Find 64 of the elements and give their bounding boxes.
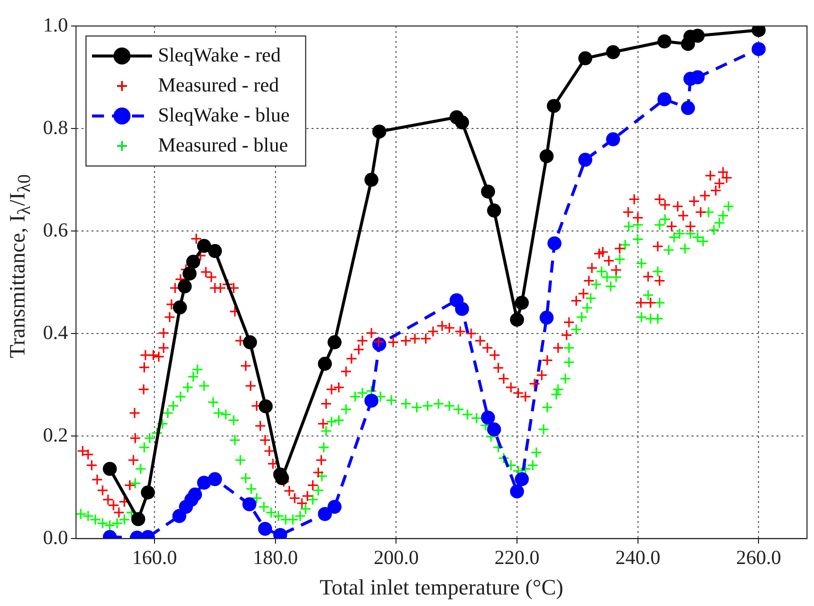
point [182,266,197,281]
point [197,476,212,490]
point [540,310,554,325]
point [510,312,524,327]
point [657,34,672,48]
point [606,132,620,146]
y-tick-label: 0.0 [43,526,68,549]
point [328,335,342,350]
legend-label: Measured - blue [158,134,288,156]
point [208,244,222,258]
point [318,356,332,371]
point [578,152,592,167]
point [172,300,187,314]
x-tick-label: 220.0 [494,546,540,569]
point [510,484,524,498]
legend-label: Measured - red [158,74,280,96]
point [364,172,378,187]
point [364,394,378,408]
point [547,236,562,250]
x-axis-title: Total inlet temperature (°C) [320,574,564,600]
x-tick-label: 240.0 [615,546,660,569]
point [328,500,342,514]
point [455,302,470,316]
x-tick-label: 180.0 [252,546,298,569]
y-tick-label: 0.8 [43,116,68,139]
x-tick-label: 260.0 [736,546,782,569]
legend-label: SleqWake - red [158,44,281,66]
y-tick-label: 0.4 [43,322,68,344]
point [514,472,529,486]
y-tick-label: 0.6 [43,219,68,242]
point [514,296,529,310]
point [197,238,212,253]
point [481,184,496,199]
point [606,45,620,60]
y-tick-label: 1.0 [43,14,68,36]
point [318,506,332,521]
point [178,279,192,294]
point [102,462,117,476]
point [275,471,290,486]
point [258,399,273,414]
point [481,410,496,425]
point [752,42,766,56]
point [487,422,502,436]
point [208,472,222,486]
point [186,254,200,269]
point [487,204,502,218]
point [242,335,257,350]
point [455,115,470,130]
point [690,70,705,84]
point [131,512,146,526]
point [188,488,202,502]
x-tick-label: 160.0 [132,546,178,569]
point [657,92,672,106]
point [242,497,256,512]
y-tick-label: 0.2 [43,424,68,446]
point [372,124,386,139]
x-tick-label: 200.0 [374,546,419,569]
point [540,149,554,164]
point [578,51,592,66]
point [140,485,155,500]
legend-label: SleqWake - blue [158,104,290,126]
point [258,522,272,536]
point [680,101,695,116]
point [546,98,561,113]
